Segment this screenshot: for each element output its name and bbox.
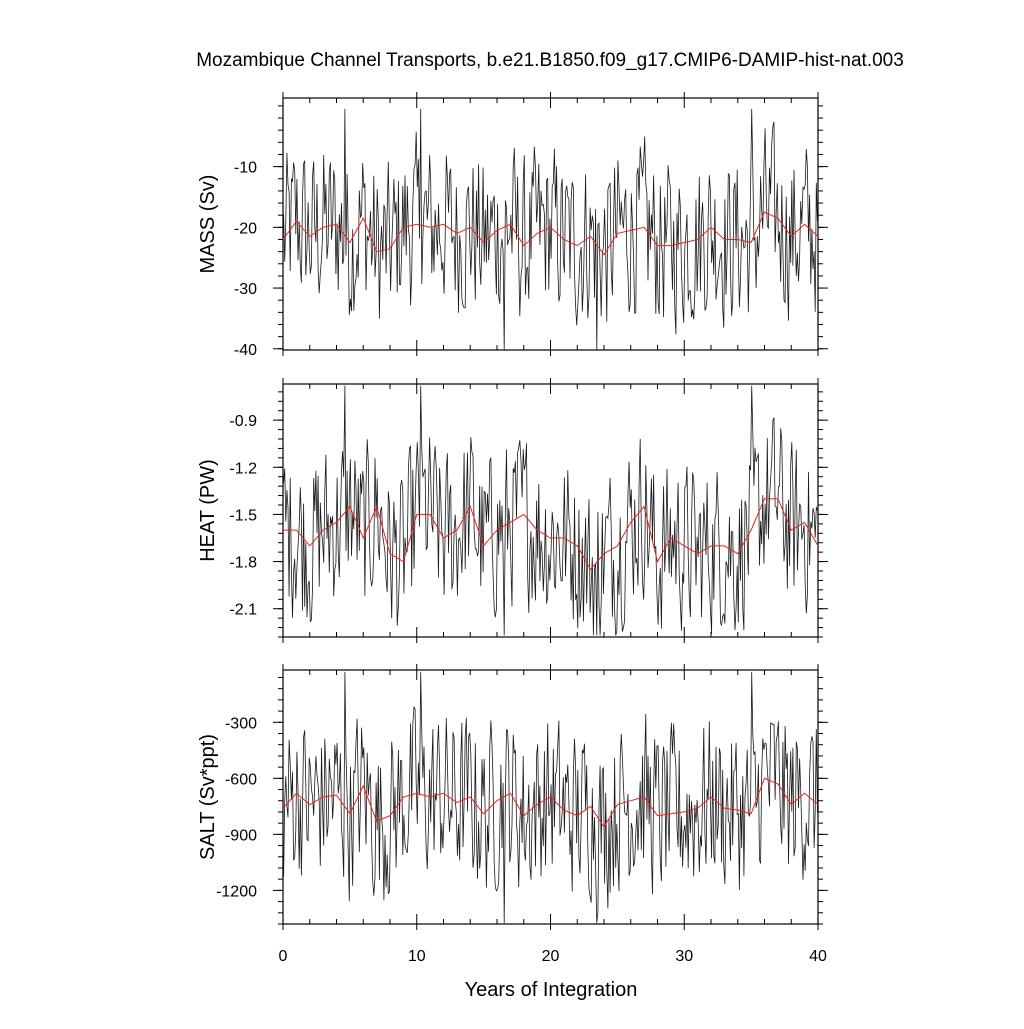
x-tick-label: 0 [279, 948, 288, 965]
x-axis-label: Years of Integration [465, 979, 638, 1001]
y-tick-label: -1.5 [229, 507, 257, 524]
y-axis-label: SALT (Sv*ppt) [197, 734, 219, 860]
monthly-series-line [283, 385, 818, 636]
y-tick-label: -1.8 [229, 555, 257, 572]
y-tick-label: -20 [234, 220, 257, 237]
y-tick-label: -40 [234, 342, 257, 359]
annual-mean-line [283, 498, 819, 571]
x-tick-label: 40 [809, 948, 827, 965]
panel-0: -10 -20 -30 -40 MASS (Sv) [197, 92, 828, 359]
monthly-series-line [283, 108, 818, 351]
panel-1: -0.9 -1.2 -1.5 -1.8 -2.1 HEAT (PW) [197, 378, 828, 643]
annual-mean-line [282, 211, 819, 256]
y-tick-label: -1.2 [229, 460, 257, 477]
x-tick-label: 20 [542, 948, 560, 965]
y-tick-label: -10 [234, 160, 257, 177]
y-tick-label: -30 [234, 281, 257, 298]
x-tick-label: 30 [675, 948, 693, 965]
x-tick-label: 10 [408, 948, 426, 965]
y-axis-label: MASS (Sv) [197, 175, 219, 274]
monthly-series-line [283, 671, 818, 924]
y-tick-label: -2.1 [229, 602, 257, 619]
panel-2: -300 -600 -900 -1200 SALT (Sv*ppt) 0 10 20 30 40 [197, 664, 828, 965]
annual-mean-line [282, 777, 819, 828]
y-tick-label: -0.9 [229, 413, 257, 430]
panels: -10 -20 -30 -40 MASS (Sv) -0.9 -1.2 -1.5 -1.8 -2.… [197, 92, 828, 965]
chart-title: Mozambique Channel Transports, b.e21.B18… [196, 50, 904, 71]
y-tick-label: -900 [225, 827, 257, 844]
y-tick-label: -600 [225, 771, 257, 788]
y-axis-label: HEAT (PW) [197, 459, 219, 562]
y-tick-label: -300 [225, 715, 257, 732]
y-tick-label: -1200 [216, 883, 257, 900]
